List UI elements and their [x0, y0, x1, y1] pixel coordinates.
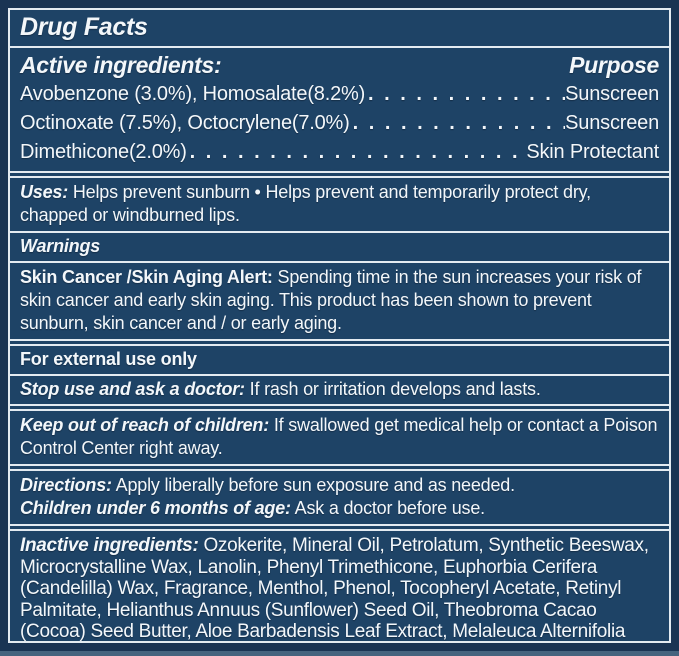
stop-use-text: If rash or irritation develops and lasts…	[249, 379, 541, 399]
active-ingredients-section: Active ingredients: Purpose Avobenzone (…	[10, 48, 669, 171]
uses-heading: Uses:	[20, 182, 69, 202]
directions-section: Directions: Apply liberally before sun e…	[10, 471, 669, 524]
inactive-ingredients-section: Inactive ingredients: Ozokerite, Mineral…	[10, 531, 669, 642]
drug-facts-panel: Drug Facts Active ingredients: Purpose A…	[8, 8, 671, 643]
page-title: Drug Facts	[20, 13, 148, 41]
active-ingredients-header: Active ingredients: Purpose	[20, 50, 659, 80]
section-divider-double	[10, 339, 669, 346]
warnings-section: Warnings	[10, 233, 669, 261]
active-ingredient-row: Octinoxate (7.5%), Octocrylene(7.0%) . .…	[20, 109, 659, 138]
section-divider	[10, 374, 669, 376]
stop-use-heading: Stop use and ask a doctor:	[20, 379, 245, 399]
active-ingredient-row: Avobenzone (3.0%), Homosalate(8.2%) . . …	[20, 80, 659, 109]
warnings-heading: Warnings	[20, 236, 101, 256]
keep-out-of-reach-section: Keep out of reach of children: If swallo…	[10, 411, 669, 464]
keep-out-text: If swallowed get medical help or contact…	[20, 415, 658, 458]
section-divider-double	[10, 464, 669, 471]
ingredient-name: Octinoxate (7.5%), Octocrylene(7.0%)	[20, 112, 350, 134]
inactive-ingredients-text: Ozokerite, Mineral Oil, Petrolatum, Synt…	[20, 535, 649, 642]
section-divider	[10, 261, 669, 263]
leader-dots: . . . . . . . . . . . . . . . . . . . . …	[352, 112, 566, 134]
children-under-6-text: Ask a doctor before use.	[294, 498, 486, 518]
section-divider	[10, 46, 669, 48]
stop-use-section: Stop use and ask a doctor: If rash or ir…	[10, 376, 669, 404]
ingredient-name: Dimethicone(2.0%)	[20, 141, 187, 163]
section-divider-double	[10, 404, 669, 411]
keep-out-heading: Keep out of reach of children:	[20, 415, 270, 435]
leader-dots: . . . . . . . . . . . . . . . . . . . . …	[189, 141, 527, 163]
purpose-column-heading: Purpose	[569, 52, 659, 78]
section-divider-double	[10, 524, 669, 531]
ingredient-purpose: Skin Protectant	[526, 141, 659, 163]
skin-cancer-alert-section: Skin Cancer /Skin Aging Alert: Spending …	[10, 263, 669, 339]
section-divider-double	[10, 171, 669, 178]
ingredient-purpose: Sunscreen	[565, 112, 659, 134]
active-ingredient-row: Dimethicone(2.0%) . . . . . . . . . . . …	[20, 138, 659, 167]
package-edge-strip	[0, 651, 679, 656]
external-use-section: For external use only	[10, 346, 669, 374]
uses-section: Uses: Helps prevent sunburn • Helps prev…	[10, 178, 669, 231]
leader-dots: . . . . . . . . . . . . . . . . . . . . …	[368, 83, 565, 105]
ingredient-purpose: Sunscreen	[565, 83, 659, 105]
skin-alert-heading: Skin Cancer /Skin Aging Alert:	[20, 267, 273, 287]
skin-alert-text: Spending time in the sun increases your …	[20, 267, 642, 333]
section-divider	[10, 231, 669, 233]
title-bar: Drug Facts	[10, 10, 669, 46]
directions-text: Apply liberally before sun exposure and …	[115, 475, 515, 495]
directions-heading: Directions:	[20, 475, 112, 495]
children-under-6-heading: Children under 6 months of age:	[20, 498, 291, 518]
uses-text: Helps prevent sunburn • Helps prevent an…	[20, 182, 591, 225]
inactive-ingredients-heading: Inactive ingredients:	[20, 535, 199, 556]
active-ingredients-heading: Active ingredients:	[20, 52, 222, 78]
ingredient-name: Avobenzone (3.0%), Homosalate(8.2%)	[20, 83, 366, 105]
external-use-heading: For external use only	[20, 349, 197, 369]
